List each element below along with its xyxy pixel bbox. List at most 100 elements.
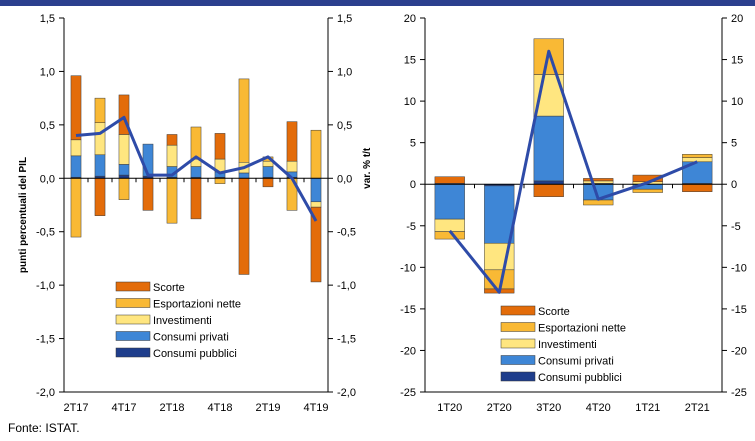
chart-gdp-contributions-2017-2019: 1,5 1,0 0,5 0,0 -0,5 -1,0 -1,5 -2,0 1,5 1,0 0,5 0,0… [18,13,373,414]
y-tick-label-left: -15 [400,304,416,316]
legend-label-investimenti: Investimenti [153,315,212,327]
y-tick-label-left: 20 [404,13,416,25]
bar-investimenti-1t20 [434,218,465,232]
x-tick-label: 3T20 [536,402,561,414]
legend-swatch-scorte [115,281,151,292]
legend-label-consumi-privati: Consumi privati [538,356,614,368]
y-tick-label-left: -20 [400,345,416,357]
y-tick-label-right: 1,5 [337,13,352,25]
legend-swatch-investimenti [115,314,151,325]
x-tick-label: 2T21 [685,402,710,414]
legend-swatch-esportazioni-nette [500,322,536,332]
bar-scorte-2t17 [70,75,82,141]
bar-esportazioni-nette-4t17 [118,178,130,200]
legend-label-esportazioni-nette: Esportazioni nette [538,323,626,335]
x-tick-label: 2T17 [63,402,88,414]
x-tick-label: 4T17 [111,402,136,414]
y-tick-label-right: 20 [731,13,743,25]
legend-swatch-investimenti [500,338,536,349]
legend-swatch-scorte [500,305,536,316]
y-tick-label-right: -1,5 [337,334,356,346]
bar-esportazioni-nette-4t19 [310,129,322,179]
legend-swatch-consumi-pubblici [115,347,151,358]
y-tick-label-right: 0 [731,179,737,191]
bar-scorte-1t19 [238,178,250,275]
bar-esportazioni-nette-2t21 [682,154,713,158]
bar-consumi-privati-2t17 [70,155,82,178]
y-tick-label-right: 0,0 [337,173,352,185]
y-tick-label-right: 1,0 [337,66,352,78]
y-tick-label-left: -1,5 [36,334,55,346]
x-tick-label: 2T19 [255,402,280,414]
bar-investimenti-3t17 [94,122,106,156]
bar-scorte-4t20 [583,178,614,182]
top-banner-bar [0,0,755,6]
y-tick-label-left: -5 [406,221,416,233]
bar-scorte-3t20 [533,183,564,197]
charts-canvas: 1,5 1,0 0,5 0,0 -0,5 -1,0 -1,5 -2,0 1,5 1,0 0,5 0,0… [18,13,747,414]
gdp-line-series [75,115,318,222]
x-tick-label: 1T21 [635,402,660,414]
bar-investimenti-2t18 [166,144,178,167]
legend-swatch-esportazioni-nette [115,298,151,308]
bar-esportazioni-nette-1t19 [238,78,250,163]
y-tick-label-left: -2,0 [36,387,55,399]
y-tick-label-left: 5 [410,138,416,150]
y-tick-label-right: -0,5 [337,227,356,239]
x-tick-label: 4T19 [303,402,328,414]
y-tick-label-right: -1,0 [337,280,356,292]
bar-scorte-4t18 [214,133,226,160]
bar-esportazioni-nette-3t17 [94,97,106,123]
bar-consumi-privati-3t20 [533,115,564,182]
y-tick-label-right: -2,0 [337,387,356,399]
bar-scorte-4t17 [118,94,130,135]
y-axis-title-left: punti percentuali del PIL [18,157,29,273]
legend-label-consumi-privati: Consumi privati [153,332,229,344]
legend-swatch-consumi-pubblici [500,371,536,382]
bar-esportazioni-nette-1t21 [632,188,663,193]
y-tick-label-right: 0,5 [337,120,352,132]
bar-investimenti-4t20 [583,180,614,184]
y-tick-label-right: -10 [731,262,747,274]
bar-esportazioni-nette-3t18 [190,126,202,160]
bar-scorte-4t19 [310,206,322,283]
x-tick-label: 2T18 [159,402,184,414]
x-tick-label: 2T20 [487,402,512,414]
y-axis-title-right: var. % t/t [362,147,373,189]
legend-swatch-consumi-privati [500,355,536,365]
bar-consumi-privati-1t20 [434,183,465,220]
bar-consumi-privati-1t19 [238,172,250,179]
bar-scorte-3t18 [190,178,202,220]
bar-esportazioni-nette-4t20 [583,199,614,206]
bar-investimenti-2t21 [682,157,713,163]
chart-gdp-contributions-2020-2021: 20 15 10 5 0 -5 -10 -15 -20 -25 20 15 10 5 0 -5 -10 -15 -2… [400,13,747,414]
bar-scorte-3t17 [94,178,106,216]
x-tick-label: 4T20 [586,402,611,414]
y-tick-label-right: 5 [731,138,737,150]
bar-investimenti-4t17 [118,134,130,165]
bar-consumi-privati-4t17 [118,164,130,176]
legend-swatch-consumi-privati [115,331,151,341]
bar-investimenti-3t19 [286,160,298,173]
bar-scorte-2t19 [262,178,274,188]
y-tick-label-right: -25 [731,387,747,399]
bar-consumi-privati-3t18 [190,166,202,178]
legend-label-consumi-pubblici: Consumi pubblici [153,348,237,360]
legend-label-esportazioni-nette: Esportazioni nette [153,299,241,311]
y-tick-label-left: 10 [404,96,416,108]
y-tick-label-right: 10 [731,96,743,108]
bar-scorte-2t18 [166,134,178,146]
bar-investimenti-2t17 [70,139,82,157]
y-tick-label-left: 0 [410,179,416,191]
bar-consumi-privati-2t20 [484,185,515,244]
bar-investimenti-4t19 [310,201,322,208]
bar-consumi-privati-3t17 [94,154,106,177]
y-tick-label-left: 1,5 [40,13,55,25]
legend-label-consumi-pubblici: Consumi pubblici [538,372,622,384]
y-tick-label-left: -0,5 [36,227,55,239]
bar-consumi-privati-2t19 [262,166,274,178]
bar-esportazioni-nette-2t17 [70,178,82,238]
y-tick-label-left: -25 [400,387,416,399]
source-note: Fonte: ISTAT. [8,421,80,435]
legend-label-scorte: Scorte [153,282,185,294]
